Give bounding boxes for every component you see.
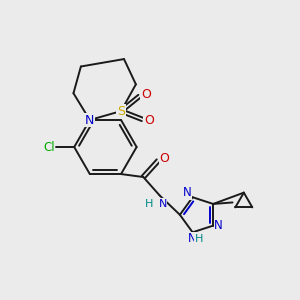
Text: S: S <box>117 105 125 118</box>
Text: N: N <box>85 113 94 127</box>
Text: N: N <box>188 232 197 245</box>
Text: O: O <box>159 152 169 165</box>
Text: H: H <box>195 234 203 244</box>
Text: O: O <box>141 88 151 101</box>
Text: O: O <box>144 114 154 128</box>
Text: H: H <box>145 199 153 209</box>
Text: N: N <box>214 219 223 232</box>
Text: N: N <box>158 199 167 209</box>
Text: N: N <box>183 186 192 199</box>
Text: Cl: Cl <box>43 140 55 154</box>
